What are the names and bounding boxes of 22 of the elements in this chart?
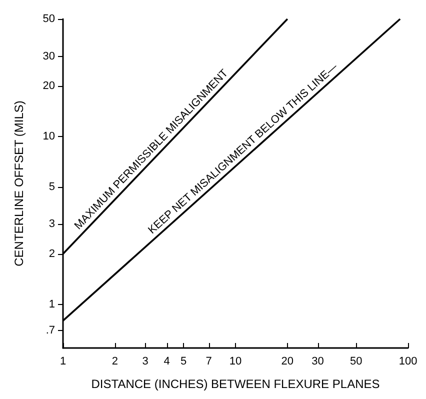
x-tick-label: 50 (350, 356, 362, 368)
y-tick-label: .7 (46, 324, 55, 336)
x-tick-label: 1 (60, 356, 66, 368)
y-axis-title: CENTERLINE OFFSET (MILS) (12, 100, 26, 266)
x-tick-label: 2 (112, 356, 118, 368)
y-tick-label: 50 (42, 13, 55, 25)
x-tick-label: 30 (312, 356, 324, 368)
y-tick-label: 5 (48, 180, 55, 193)
x-axis-title: DISTANCE (INCHES) BETWEEN FLEXURE PLANES (91, 377, 380, 391)
y-tick-label: 30 (42, 50, 55, 62)
x-tick-label: 20 (281, 356, 294, 368)
x-tick-label: 4 (164, 356, 170, 368)
y-tick-label: 3 (48, 218, 55, 230)
y-tick-label: 10 (42, 130, 55, 142)
y-tick-label: 20 (42, 80, 55, 92)
y-tick-label: 2 (48, 248, 55, 260)
x-tick-label: 10 (229, 356, 242, 368)
x-tick-label: 3 (142, 356, 148, 368)
x-tick-label: 100 (398, 356, 418, 368)
x-tick-label: 7 (206, 356, 212, 368)
x-tick-label: 5 (180, 356, 187, 368)
y-tick-label: 1 (48, 298, 55, 310)
